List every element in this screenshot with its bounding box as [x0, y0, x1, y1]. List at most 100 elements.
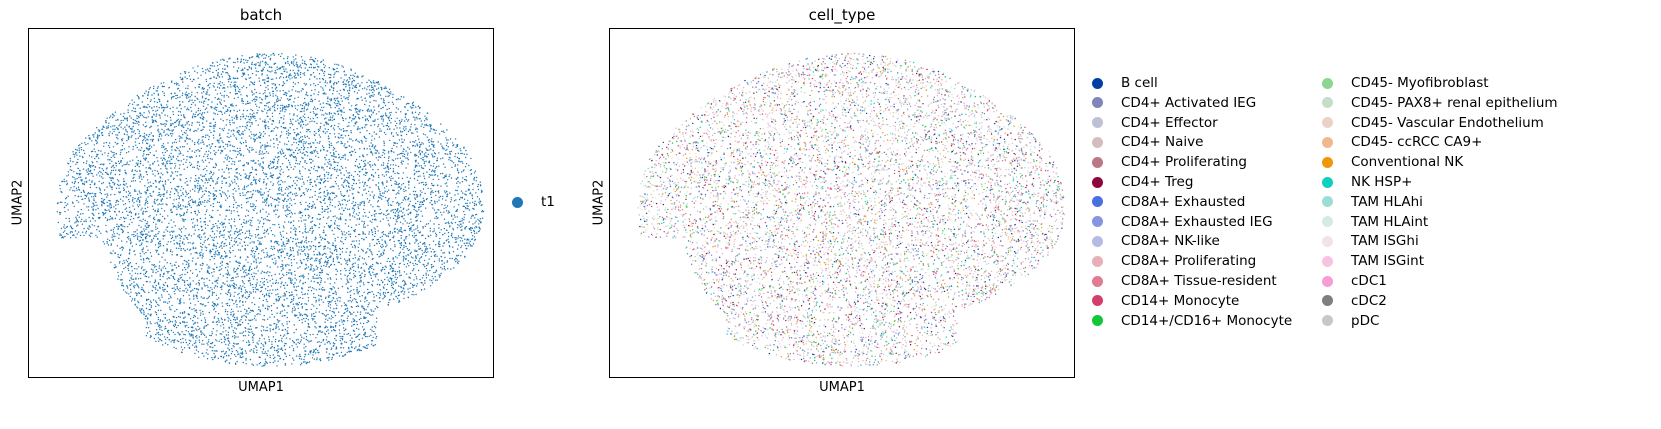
data-point	[206, 349, 208, 351]
data-point	[275, 87, 278, 89]
data-point	[334, 314, 337, 317]
data-point	[191, 260, 194, 262]
data-point	[341, 241, 343, 243]
data-point	[371, 284, 374, 287]
data-point	[178, 228, 180, 230]
data-point	[328, 146, 331, 149]
data-point	[361, 237, 363, 240]
data-point	[202, 255, 204, 257]
data-point	[157, 86, 159, 88]
data-point	[280, 339, 283, 342]
data-point	[320, 265, 322, 267]
data-point	[294, 308, 296, 310]
data-point	[245, 327, 247, 329]
data-point	[375, 335, 378, 338]
data-point	[297, 304, 300, 306]
data-point	[385, 214, 387, 217]
data-point	[374, 82, 376, 84]
data-point	[346, 280, 349, 282]
data-point	[255, 169, 258, 171]
data-point	[186, 155, 188, 158]
data-point	[255, 346, 258, 348]
data-point	[271, 70, 273, 72]
data-point	[139, 181, 141, 183]
data-point	[363, 269, 365, 271]
data-point	[300, 249, 302, 251]
data-point	[269, 175, 272, 177]
data-point	[179, 213, 181, 216]
data-point	[102, 241, 105, 243]
data-point	[173, 193, 176, 195]
data-point	[285, 94, 288, 97]
data-point	[475, 192, 477, 194]
data-point	[140, 209, 142, 211]
data-point	[71, 231, 74, 233]
data-point	[282, 89, 284, 92]
data-point	[345, 328, 347, 330]
data-point	[422, 143, 424, 145]
data-point	[249, 116, 252, 118]
data-point	[239, 320, 241, 322]
data-point	[368, 115, 370, 117]
data-point	[166, 250, 168, 252]
data-point	[227, 96, 230, 98]
data-point	[302, 145, 305, 147]
data-point	[354, 104, 357, 107]
data-point	[117, 275, 120, 277]
data-point	[289, 197, 291, 199]
data-point	[236, 147, 239, 150]
data-point	[440, 229, 442, 231]
data-point	[378, 212, 380, 215]
data-point	[167, 272, 169, 274]
data-point	[378, 206, 380, 208]
data-point	[184, 284, 186, 286]
data-point	[296, 194, 298, 196]
data-point	[99, 175, 101, 177]
data-point	[292, 224, 295, 227]
data-point	[193, 314, 195, 317]
data-point	[311, 220, 314, 222]
data-point	[192, 316, 195, 319]
data-point	[79, 144, 81, 146]
data-point	[219, 223, 221, 225]
data-point	[137, 115, 139, 118]
data-point	[191, 333, 193, 336]
data-point	[166, 115, 169, 117]
data-point	[220, 118, 222, 120]
data-point	[147, 153, 149, 156]
data-point	[178, 167, 180, 169]
data-point	[386, 115, 388, 117]
data-point	[298, 187, 300, 189]
data-point	[111, 236, 113, 238]
data-point	[236, 211, 239, 213]
data-point	[217, 254, 219, 256]
data-point	[221, 234, 224, 236]
data-point	[319, 140, 321, 143]
data-point	[300, 146, 303, 149]
data-point	[290, 199, 292, 201]
data-point	[242, 221, 245, 224]
data-point	[160, 133, 162, 135]
data-point	[331, 205, 334, 207]
data-point	[283, 200, 285, 203]
data-point	[208, 195, 210, 197]
data-point	[279, 166, 282, 168]
data-point	[291, 193, 294, 195]
data-point	[132, 118, 135, 121]
data-point	[212, 328, 215, 330]
data-point	[332, 69, 335, 71]
data-point	[361, 295, 363, 297]
data-point	[396, 216, 399, 218]
data-point	[371, 258, 373, 261]
data-point	[440, 158, 442, 160]
data-point	[266, 300, 268, 303]
data-point	[178, 202, 180, 204]
data-point	[305, 236, 308, 238]
data-point	[319, 236, 321, 239]
data-point	[393, 128, 395, 130]
data-point	[142, 284, 145, 286]
data-point	[206, 91, 208, 94]
data-point	[165, 229, 167, 231]
data-point	[150, 315, 152, 317]
data-point	[260, 258, 262, 260]
